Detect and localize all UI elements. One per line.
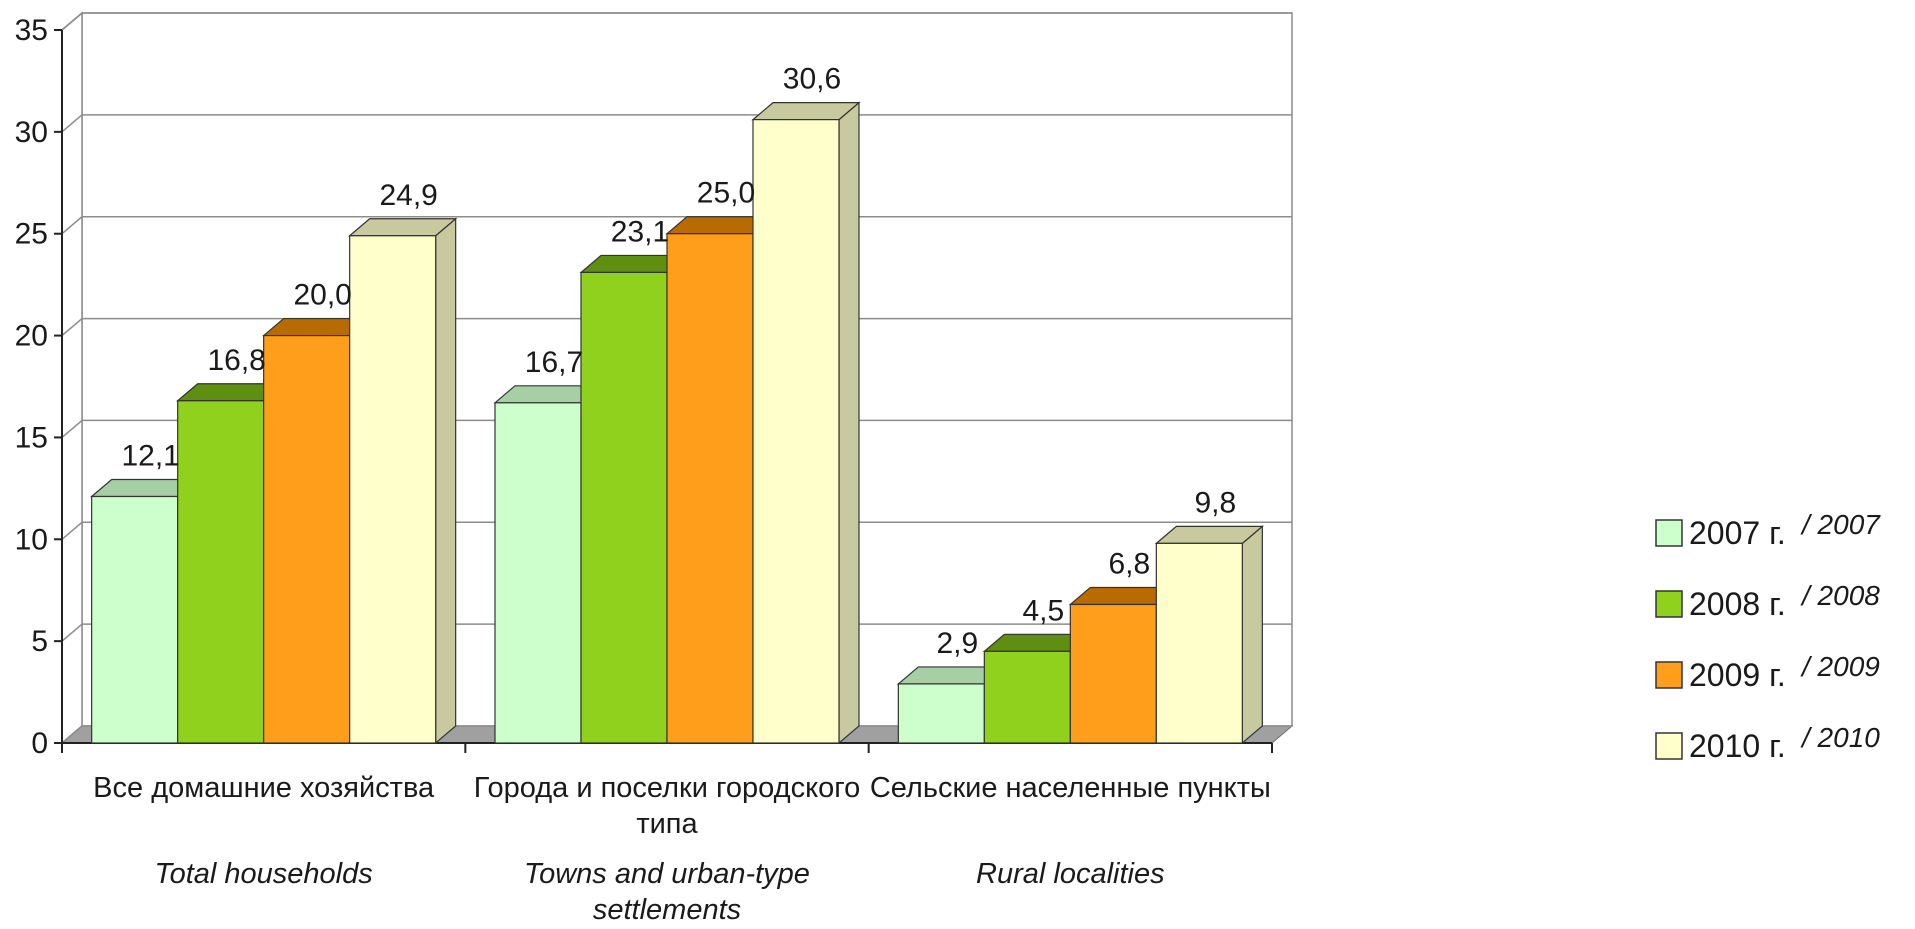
bar <box>752 119 840 744</box>
legend-label-en: / 2009 <box>1800 651 1880 682</box>
legend-swatch <box>1655 590 1683 618</box>
legend-label: 2009 г. <box>1689 657 1786 693</box>
category-label-ru: Города и поселки городского типа <box>474 772 861 840</box>
bar-side <box>838 101 860 745</box>
bar <box>983 650 1071 744</box>
bar <box>349 235 437 744</box>
category-label-line: Towns and urban-type <box>524 858 810 890</box>
category-label-en: Total households <box>155 858 373 890</box>
bar <box>897 683 985 744</box>
gridline-depth <box>61 317 83 337</box>
legend-label: 2010 г. <box>1689 728 1786 764</box>
data-label: 25,0 <box>697 177 755 210</box>
data-label: 12,1 <box>121 440 179 473</box>
y-tick-label: 30 <box>15 116 48 149</box>
category-label-ru: Все домашние хозяйства <box>93 772 435 804</box>
legend-label-en: / 2010 <box>1800 722 1880 753</box>
data-label: 16,8 <box>207 344 265 377</box>
data-label: 4,5 <box>1022 594 1064 627</box>
legend-label-en: / 2008 <box>1800 580 1880 611</box>
bar <box>494 402 582 744</box>
bar <box>263 334 351 744</box>
category-label-line: Города и поселки городского <box>474 772 861 804</box>
bar-side <box>1241 525 1263 745</box>
category-label-ru: Сельские населенные пункты <box>870 772 1271 804</box>
y-tick-label: 15 <box>15 421 48 454</box>
data-label: 2,9 <box>936 627 978 660</box>
y-tick-label: 0 <box>31 727 48 760</box>
bar <box>1155 542 1243 744</box>
data-label: 30,6 <box>783 63 841 96</box>
data-label: 23,1 <box>611 215 669 248</box>
legend: 2007 г. / 2007 2008 г. / 2008 2009 г. / 2009 2… <box>1655 509 1881 764</box>
legend-label-en: / 2007 <box>1800 509 1881 540</box>
data-label: 9,8 <box>1194 486 1236 519</box>
category-label-line: settlements <box>593 894 741 924</box>
bar <box>1069 603 1157 744</box>
data-label: 24,9 <box>379 179 437 212</box>
y-tick-label: 20 <box>15 320 48 353</box>
legend-swatch <box>1655 732 1683 760</box>
legend-swatch <box>1655 661 1683 689</box>
bar <box>666 233 754 744</box>
bar-side <box>435 217 457 745</box>
category-label-line: типа <box>636 808 698 840</box>
gridline-depth <box>61 12 83 31</box>
legend-label: 2008 г. <box>1689 586 1786 622</box>
data-labels: 12,1 16,8 20,0 24,9 16,7 23,1 25,0 30,6 2,9 4,5 6,… <box>121 63 1236 660</box>
gridline-depth <box>61 623 83 642</box>
data-label: 16,7 <box>525 346 583 379</box>
gridline-depth <box>61 114 83 133</box>
y-tick-label: 10 <box>15 523 48 556</box>
y-tick-label: 35 <box>15 14 48 47</box>
category-label-en: Towns and urban-type settlements <box>524 858 810 924</box>
bar <box>177 400 265 744</box>
bar <box>580 271 668 744</box>
data-label: 20,0 <box>293 279 351 312</box>
y-tick-label: 5 <box>31 625 48 658</box>
gridline-depth <box>61 521 83 540</box>
gridline-depth <box>61 725 83 744</box>
legend-swatch <box>1655 519 1683 547</box>
bars <box>90 101 1264 745</box>
gridline-depth <box>61 419 83 439</box>
data-label: 6,8 <box>1108 547 1150 580</box>
category-label-en: Rural localities <box>976 858 1165 890</box>
legend-label: 2007 г. <box>1689 515 1786 551</box>
y-tick-label: 25 <box>15 218 48 251</box>
gridline-depth <box>61 216 83 235</box>
bar <box>91 495 179 744</box>
category-labels: Все домашние хозяйства Total households Го… <box>93 772 1271 926</box>
